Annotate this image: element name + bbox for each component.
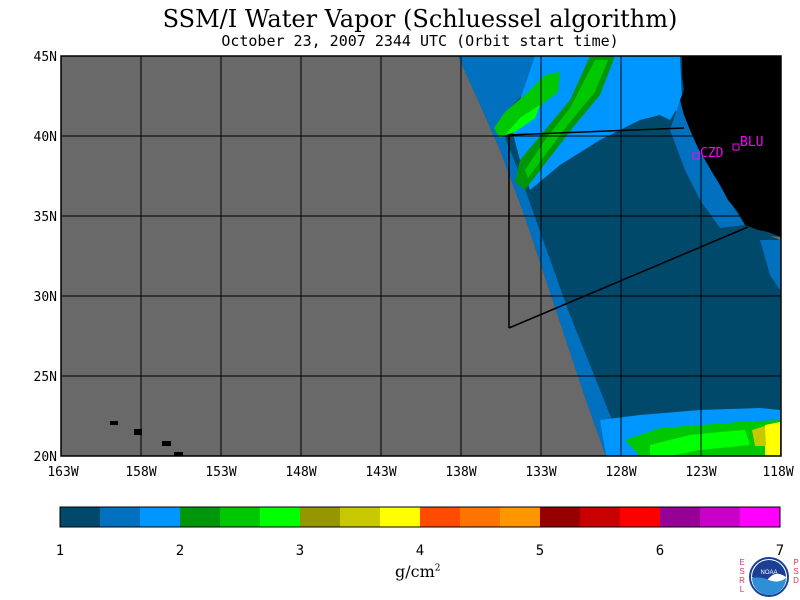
logo-letter: P [793, 558, 799, 567]
colorbar-swatch [740, 507, 781, 527]
longitude-label: 158W [125, 465, 156, 480]
latitude-label: 35N [34, 210, 57, 225]
latitude-label: 25N [34, 370, 57, 385]
colorbar-swatch [100, 507, 141, 527]
graticule [61, 56, 781, 456]
station-czd-marker [692, 152, 700, 160]
colorbar-tick-label: 4 [415, 543, 425, 559]
swath-yellow-south [765, 422, 780, 456]
swath-bright-green-south [650, 430, 750, 456]
colorbar-swatch [180, 507, 221, 527]
logo-letter: E [739, 558, 745, 567]
longitude-label: 163W [47, 465, 78, 480]
longitude-label: 133W [525, 465, 556, 480]
colorbar-swatch [140, 507, 181, 527]
swath-green-band-west-bright [505, 105, 540, 135]
longitude-label: 128W [605, 465, 636, 480]
land-mass [680, 56, 781, 237]
logo-letter: R [739, 576, 745, 585]
colorbar-swatch [580, 507, 621, 527]
logo-letter: S [793, 567, 799, 576]
map-subtitle: October 23, 2007 2344 UTC (Orbit start t… [221, 32, 619, 50]
colorbar-tick-label: 5 [535, 543, 545, 559]
psd-letters: P S D [792, 558, 800, 585]
colorbar-swatch [660, 507, 701, 527]
colorbar-tick-label: 1 [55, 543, 65, 559]
swath-green-band-west [494, 72, 560, 138]
latitude-label: 40N [34, 130, 57, 145]
station-blu-label: BLU [740, 135, 763, 150]
domain-outline [508, 127, 685, 328]
latitude-label: 20N [34, 450, 57, 465]
latitude-label: 30N [34, 290, 57, 305]
colorbar-units: g/cm2 [395, 562, 441, 581]
colorbar-swatch [420, 507, 461, 527]
colorbar-tick-label: 7 [775, 543, 785, 559]
longitude-label: 153W [205, 465, 236, 480]
longitude-label: 118W [762, 465, 793, 480]
logo-letter: D [793, 576, 799, 585]
logo-letter: L [739, 585, 745, 594]
units-base: g/cm [395, 562, 435, 581]
map-title: SSM/I Water Vapor (Schluessel algorithm) [162, 5, 678, 33]
colorbar-swatch [380, 507, 421, 527]
longitude-label: 143W [365, 465, 396, 480]
units-exponent: 2 [434, 563, 441, 574]
colorbar-swatch [700, 507, 741, 527]
colorbar-frame [59, 506, 781, 528]
esrl-letters: E S R L [738, 558, 746, 594]
colorbar-swatch [340, 507, 381, 527]
longitude-label: 138W [445, 465, 476, 480]
swath-light-blue-east [640, 56, 682, 120]
colorbar-swatch [300, 507, 341, 527]
swath-olive-south [752, 426, 766, 446]
colorbar-swatch [460, 507, 501, 527]
station-czd-label: CZD [700, 146, 724, 161]
map-frame [60, 55, 782, 457]
colorbar-tick-label: 6 [655, 543, 665, 559]
colorbar-swatch [220, 507, 261, 527]
colorbar-swatch [260, 507, 301, 527]
colorbar-swatch [620, 507, 661, 527]
longitude-label: 148W [285, 465, 316, 480]
colorbar-swatch [540, 507, 581, 527]
noaa-logo-text: NOAA [760, 570, 777, 576]
longitude-labels: 163W 158W 153W 148W 143W 138W 133W 128W 123W 118W [47, 465, 793, 480]
noaa-emblem-icon: NOAA [749, 557, 789, 597]
logo-letter: S [739, 567, 745, 576]
station-blu[interactable]: BLU [732, 135, 763, 151]
domain-outline-diagonal [508, 226, 749, 329]
station-czd[interactable]: CZD [692, 146, 724, 161]
swath-medium-blue-east [760, 240, 780, 290]
swath-green-band-east-inner [525, 60, 608, 178]
map-plot-area: CZD BLU [61, 56, 781, 456]
colorbar-tick-label: 2 [175, 543, 185, 559]
latitude-labels: 45N 40N 35N 30N 25N 20N [34, 50, 57, 465]
hawaiian-islands [110, 421, 183, 456]
colorbar [60, 507, 781, 527]
colorbar-swatch [500, 507, 541, 527]
station-blu-marker [732, 143, 740, 151]
colorbar-tick-label: 3 [295, 543, 305, 559]
swath-medium-blue-edge [458, 56, 628, 456]
colorbar-swatch [60, 507, 101, 527]
latitude-label: 45N [34, 50, 57, 65]
longitude-label: 123W [685, 465, 716, 480]
